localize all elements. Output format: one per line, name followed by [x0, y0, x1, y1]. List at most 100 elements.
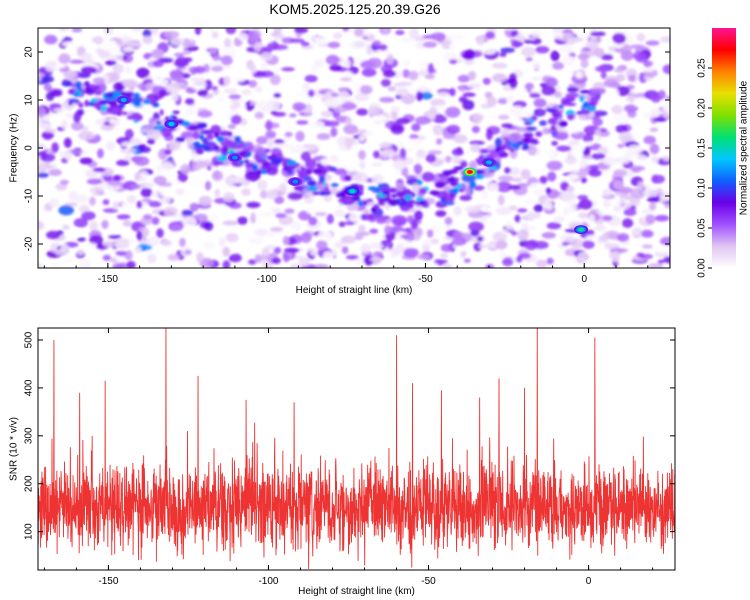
heatmap-cell: [376, 218, 387, 224]
ridge-cell: [84, 99, 89, 107]
heatmap-cell: [44, 60, 60, 72]
heatmap-cell: [563, 207, 571, 216]
heatmap-cell: [136, 200, 143, 209]
heatmap-cell: [595, 65, 609, 73]
heatmap-cell: [433, 28, 440, 32]
heatmap-cell: [651, 155, 659, 164]
ridge-cell: [579, 95, 585, 102]
heatmap-cell: [663, 110, 670, 120]
heatmap-cell: [214, 188, 221, 198]
heatmap-cell: [642, 188, 659, 198]
heatmap-cell: [491, 73, 508, 83]
heatmap-hotspot: [349, 189, 356, 194]
heatmap-cell: [484, 91, 493, 99]
ridge-cell: [579, 89, 591, 94]
heatmap-cell: [424, 74, 435, 80]
heatmap-cell: [436, 138, 443, 145]
heatmap-cell: [521, 31, 531, 37]
heatmap-cell: [432, 124, 444, 136]
ridge-cell: [133, 99, 141, 107]
heatmap-cell: [395, 117, 411, 125]
heatmap-cell: [401, 37, 414, 43]
ridge-cell: [506, 145, 512, 151]
heatmap-cell: [136, 230, 143, 242]
heatmap-cell: [283, 120, 296, 125]
ridge-cell: [312, 168, 323, 175]
heatmap-cell: [124, 129, 134, 140]
colorbar-tick-label: 0.15: [697, 138, 708, 158]
heatmap-cell: [105, 140, 116, 151]
heatmap-cell: [331, 92, 339, 98]
snr-y-axis-title: SNR (10 * v/v): [9, 417, 20, 481]
heatmap-cell: [185, 107, 196, 116]
heatmap-cell: [151, 28, 159, 36]
heatmap-cell: [259, 235, 266, 244]
heatmap-cell: [546, 77, 558, 88]
heatmap-cell: [354, 28, 364, 37]
heatmap-cell: [500, 228, 508, 235]
heatmap-cell: [122, 220, 132, 227]
heatmap-cell: [217, 96, 224, 102]
heatmap-cell: [324, 98, 340, 109]
heatmap-cell: [329, 64, 343, 72]
heatmap-cell: [594, 224, 606, 232]
heatmap-cell: [331, 235, 343, 242]
snr-y-tick-label: 200: [24, 475, 35, 492]
ridge-cell: [324, 186, 329, 194]
heatmap-cell: [159, 187, 175, 197]
heatmap-cell: [344, 220, 355, 226]
heatmap-cell: [91, 36, 101, 43]
heatmap-cell: [646, 196, 661, 203]
heatmap-cell: [189, 176, 204, 188]
ridge-cell: [216, 155, 228, 162]
heatmap-cell: [525, 126, 537, 132]
heatmap-cell: [341, 246, 349, 255]
heatmap-cell: [511, 177, 523, 183]
heatmap-cell: [122, 79, 139, 89]
heatmap-cell: [386, 53, 394, 65]
heatmap-cell: [289, 38, 305, 43]
heatmap-cell: [560, 233, 575, 243]
heatmap-cell: [515, 126, 527, 132]
heatmap-cell: [501, 123, 513, 129]
heatmap-cell: [300, 151, 311, 162]
heatmap-cell: [558, 45, 574, 53]
heatmap-cell: [228, 94, 242, 100]
ridge-cell: [335, 192, 346, 198]
heatmap-cell: [649, 143, 660, 155]
heatmap-cell: [246, 201, 261, 209]
heatmap-cell: [339, 77, 352, 82]
heatmap-cell: [184, 249, 192, 255]
heatmap-cell: [86, 178, 103, 185]
heatmap-cell: [588, 214, 596, 223]
heatmap-cell: [521, 107, 534, 119]
heatmap-cell: [170, 37, 185, 46]
ridge-cell: [567, 113, 575, 121]
heatmap-cell: [311, 65, 318, 74]
heatmap-cell: [409, 134, 419, 140]
heatmap-cell: [126, 194, 137, 204]
heatmap-cell: [644, 60, 654, 67]
heatmap-cell: [444, 60, 450, 70]
heatmap-cell: [403, 241, 417, 249]
heatmap-cell: [185, 98, 195, 105]
heatmap-cell: [631, 154, 648, 164]
heatmap-cell: [62, 258, 74, 263]
heatmap-cell: [308, 120, 325, 129]
colorbar-tick-label: 0.05: [697, 218, 708, 238]
heatmap-cell: [570, 37, 583, 43]
heatmap-cell: [449, 42, 457, 53]
heatmap-hotspot: [231, 155, 238, 160]
heatmap-cell: [358, 135, 366, 142]
heatmap-cell: [152, 78, 169, 86]
heatmap-cell: [398, 237, 406, 244]
heatmap-cell: [366, 57, 383, 69]
heatmap-cell: [413, 163, 423, 175]
heatmap-cell: [227, 123, 236, 130]
snr-plot-area: [38, 328, 675, 570]
ridge-cell: [312, 191, 320, 195]
ridge-cell: [217, 136, 224, 143]
heatmap-cell: [649, 127, 659, 132]
heatmap-cell: [116, 159, 130, 166]
ridge-cell: [551, 113, 560, 117]
